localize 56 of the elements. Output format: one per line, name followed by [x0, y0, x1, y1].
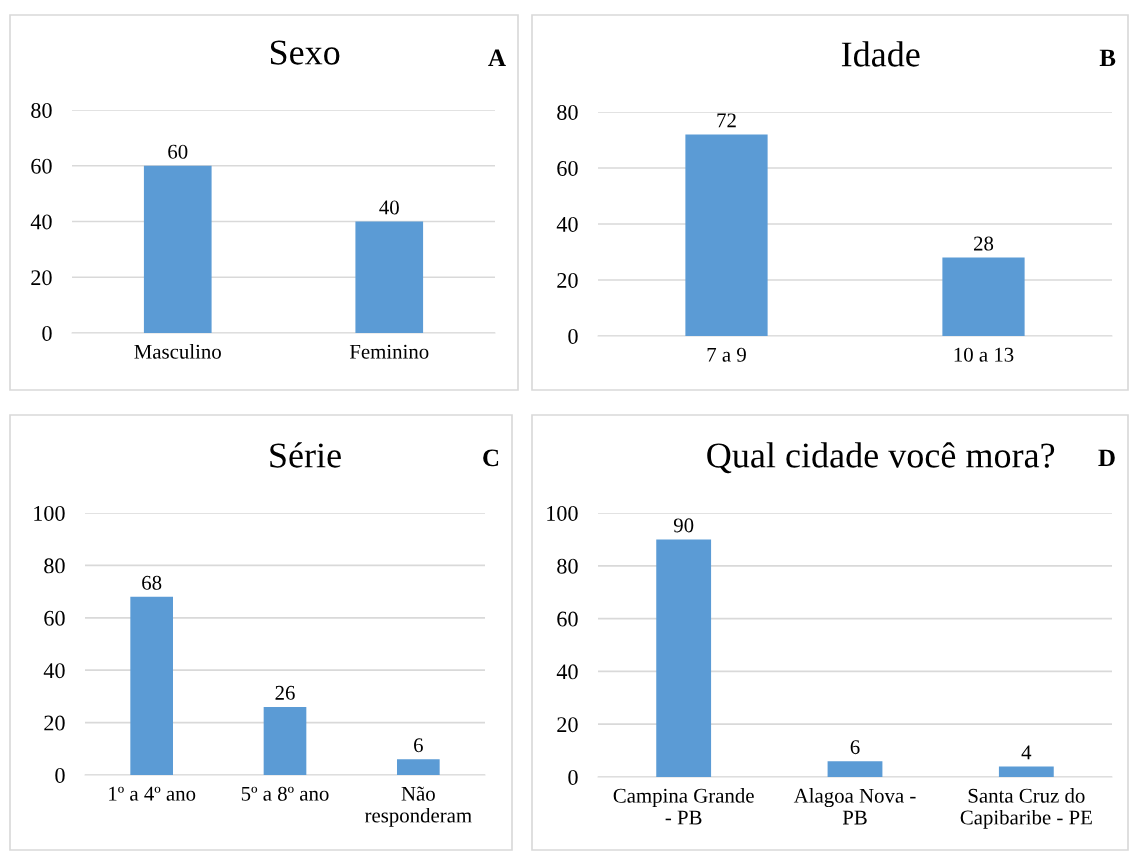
y-tick-label: 60	[557, 160, 578, 176]
bar	[263, 706, 307, 775]
data-label: 68	[142, 575, 162, 590]
y-tick-label: 60	[44, 610, 65, 626]
bar	[397, 759, 440, 775]
data-label: 26	[275, 685, 295, 700]
text: A	[488, 49, 506, 67]
y-tick-label: 20	[31, 270, 52, 286]
y-tick-label: 80	[557, 558, 578, 574]
chart-title: Sexo	[270, 40, 340, 65]
data-label: 6	[850, 740, 860, 755]
chart-title: Idade	[841, 41, 920, 67]
bar	[998, 766, 1054, 777]
y-tick-label: 60	[557, 611, 578, 627]
text: D	[1098, 449, 1115, 467]
x-tick-label: Não responderam	[364, 786, 472, 827]
x-tick-label: 1º a 4º ano	[109, 786, 196, 801]
x-tick-label: Masculino	[134, 344, 221, 359]
y-tick-label: 20	[557, 717, 578, 733]
y-tick-label: 80	[44, 558, 65, 574]
data-label: 4	[1021, 745, 1032, 760]
y-tick-label: 0	[568, 328, 578, 344]
y-tick-label: 20	[44, 715, 65, 731]
y-tick-label: 40	[30, 214, 52, 230]
data-label: 40	[379, 200, 399, 215]
y-tick-label: 20	[557, 272, 578, 288]
y-tick-label: 0	[55, 767, 65, 783]
x-tick-label: 7 a 9	[707, 347, 746, 362]
bar	[827, 761, 883, 777]
bar	[130, 596, 173, 775]
bar	[656, 539, 712, 777]
data-label: 72	[717, 113, 736, 128]
data-label: 28	[974, 236, 994, 251]
data-label: 90	[673, 518, 694, 533]
y-tick-label: 0	[568, 769, 578, 785]
chart-title: Qual cidade você mora?	[707, 442, 1055, 474]
y-tick-label: 0	[42, 325, 52, 341]
y-tick-label: 40	[556, 664, 578, 680]
x-tick-label: 5º a 8º ano	[241, 786, 329, 801]
x-tick-label: Feminino	[349, 344, 429, 359]
text: B	[1099, 49, 1116, 67]
x-tick-label: Campina Grande - PB	[613, 788, 754, 825]
y-tick-label: 100	[547, 505, 578, 521]
y-tick-label: 40	[556, 216, 578, 232]
data-label: 6	[414, 738, 423, 753]
y-tick-label: 60	[31, 158, 52, 174]
data-label: 60	[168, 144, 188, 159]
y-tick-label: 40	[43, 663, 65, 679]
y-tick-label: 80	[557, 104, 578, 120]
y-tick-label: 100	[34, 505, 65, 521]
x-tick-label: Alagoa Nova - PB	[793, 788, 916, 825]
x-tick-label: Santa Cruz do Capibaribe - PE	[960, 788, 1092, 829]
chart-title: Série	[270, 442, 341, 468]
text: C	[483, 449, 499, 467]
y-tick-label: 80	[31, 102, 52, 118]
x-tick-label: 10 a 13	[954, 347, 1014, 362]
